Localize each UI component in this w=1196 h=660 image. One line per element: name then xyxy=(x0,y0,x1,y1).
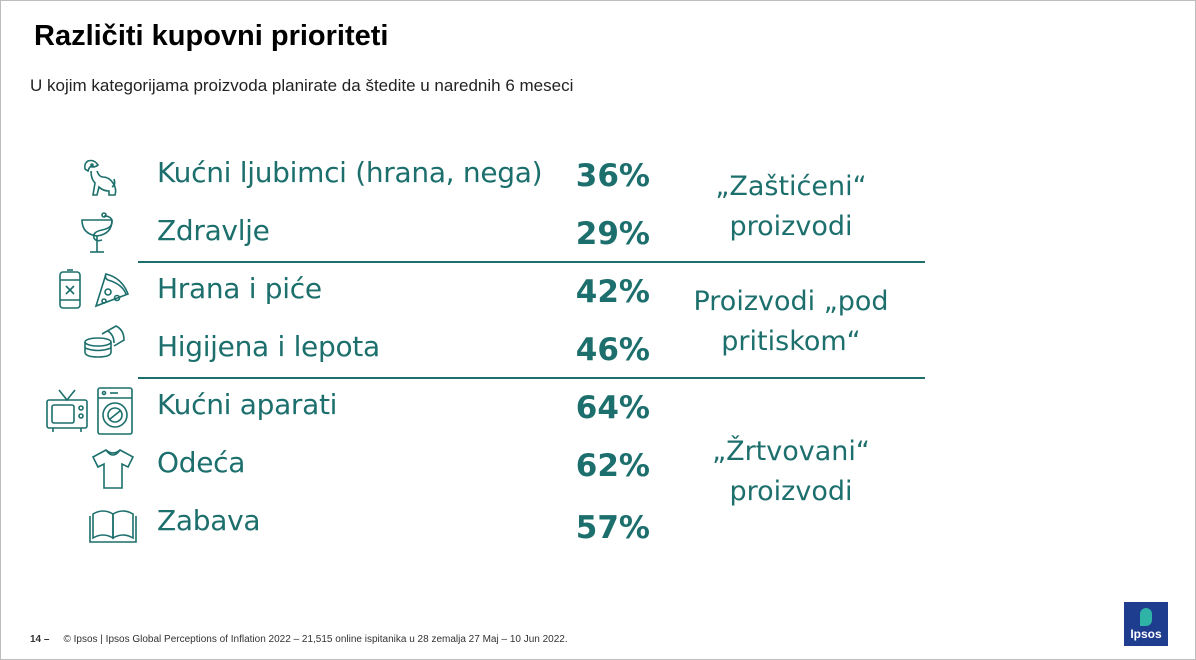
row-value-clothing: 62% xyxy=(575,448,650,484)
row-value-hygiene-beauty: 46% xyxy=(575,332,650,368)
tv-icon xyxy=(45,386,89,434)
group-label-line: „Žrtvovani“ xyxy=(712,436,870,467)
divider-2 xyxy=(138,377,925,379)
divider-1 xyxy=(138,261,925,263)
row-value-home-appliances: 64% xyxy=(575,390,650,426)
page-title: Različiti kupovni prioriteti xyxy=(34,20,389,52)
group-label-line: pritiskom“ xyxy=(721,326,861,357)
row-label-hygiene-beauty: Higijena i lepota xyxy=(157,330,380,363)
row-value-pets: 36% xyxy=(575,158,650,194)
pizza-icon xyxy=(92,270,132,310)
health-icon xyxy=(78,210,120,256)
dog-icon xyxy=(76,155,120,199)
row-label-entertainment: Zabava xyxy=(157,504,261,537)
logo-drop-icon xyxy=(1140,608,1152,626)
footer-source: © Ipsos | Ipsos Global Perceptions of In… xyxy=(63,634,568,645)
row-value-health: 29% xyxy=(575,216,650,252)
row-label-home-appliances: Kućni aparati xyxy=(157,388,338,421)
group-label-sacrificed: „Žrtvovani“ proizvodi xyxy=(671,432,911,512)
washing-machine-icon xyxy=(96,386,134,436)
footer: 14 – © Ipsos | Ipsos Global Perceptions o… xyxy=(30,634,568,645)
row-value-entertainment: 57% xyxy=(575,510,650,546)
book-icon xyxy=(88,508,138,544)
group-label-under-pressure: Proizvodi „pod pritiskom“ xyxy=(671,282,911,362)
row-label-pets: Kućni ljubimci (hrana, nega) xyxy=(157,156,543,189)
ipsos-logo: Ipsos xyxy=(1124,602,1168,646)
group-label-protected: „Zaštićeni“ proizvodi xyxy=(671,167,911,247)
cosmetics-icon xyxy=(82,322,128,362)
group-label-line: proizvodi xyxy=(729,476,853,507)
group-label-line: „Zaštićeni“ xyxy=(715,171,867,202)
group-label-line: proizvodi xyxy=(729,211,853,242)
group-label-line: Proizvodi „pod xyxy=(693,286,889,317)
can-icon xyxy=(57,268,83,312)
row-label-food-drink: Hrana i piće xyxy=(157,272,322,305)
page-subtitle: U kojim kategorijama proizvoda planirate… xyxy=(30,76,574,95)
row-label-health: Zdravlje xyxy=(157,214,270,247)
row-label-clothing: Odeća xyxy=(157,446,246,479)
row-value-food-drink: 42% xyxy=(575,274,650,310)
tshirt-icon xyxy=(90,447,136,491)
logo-text: Ipsos xyxy=(1130,627,1162,641)
page-number: 14 – xyxy=(30,634,50,645)
